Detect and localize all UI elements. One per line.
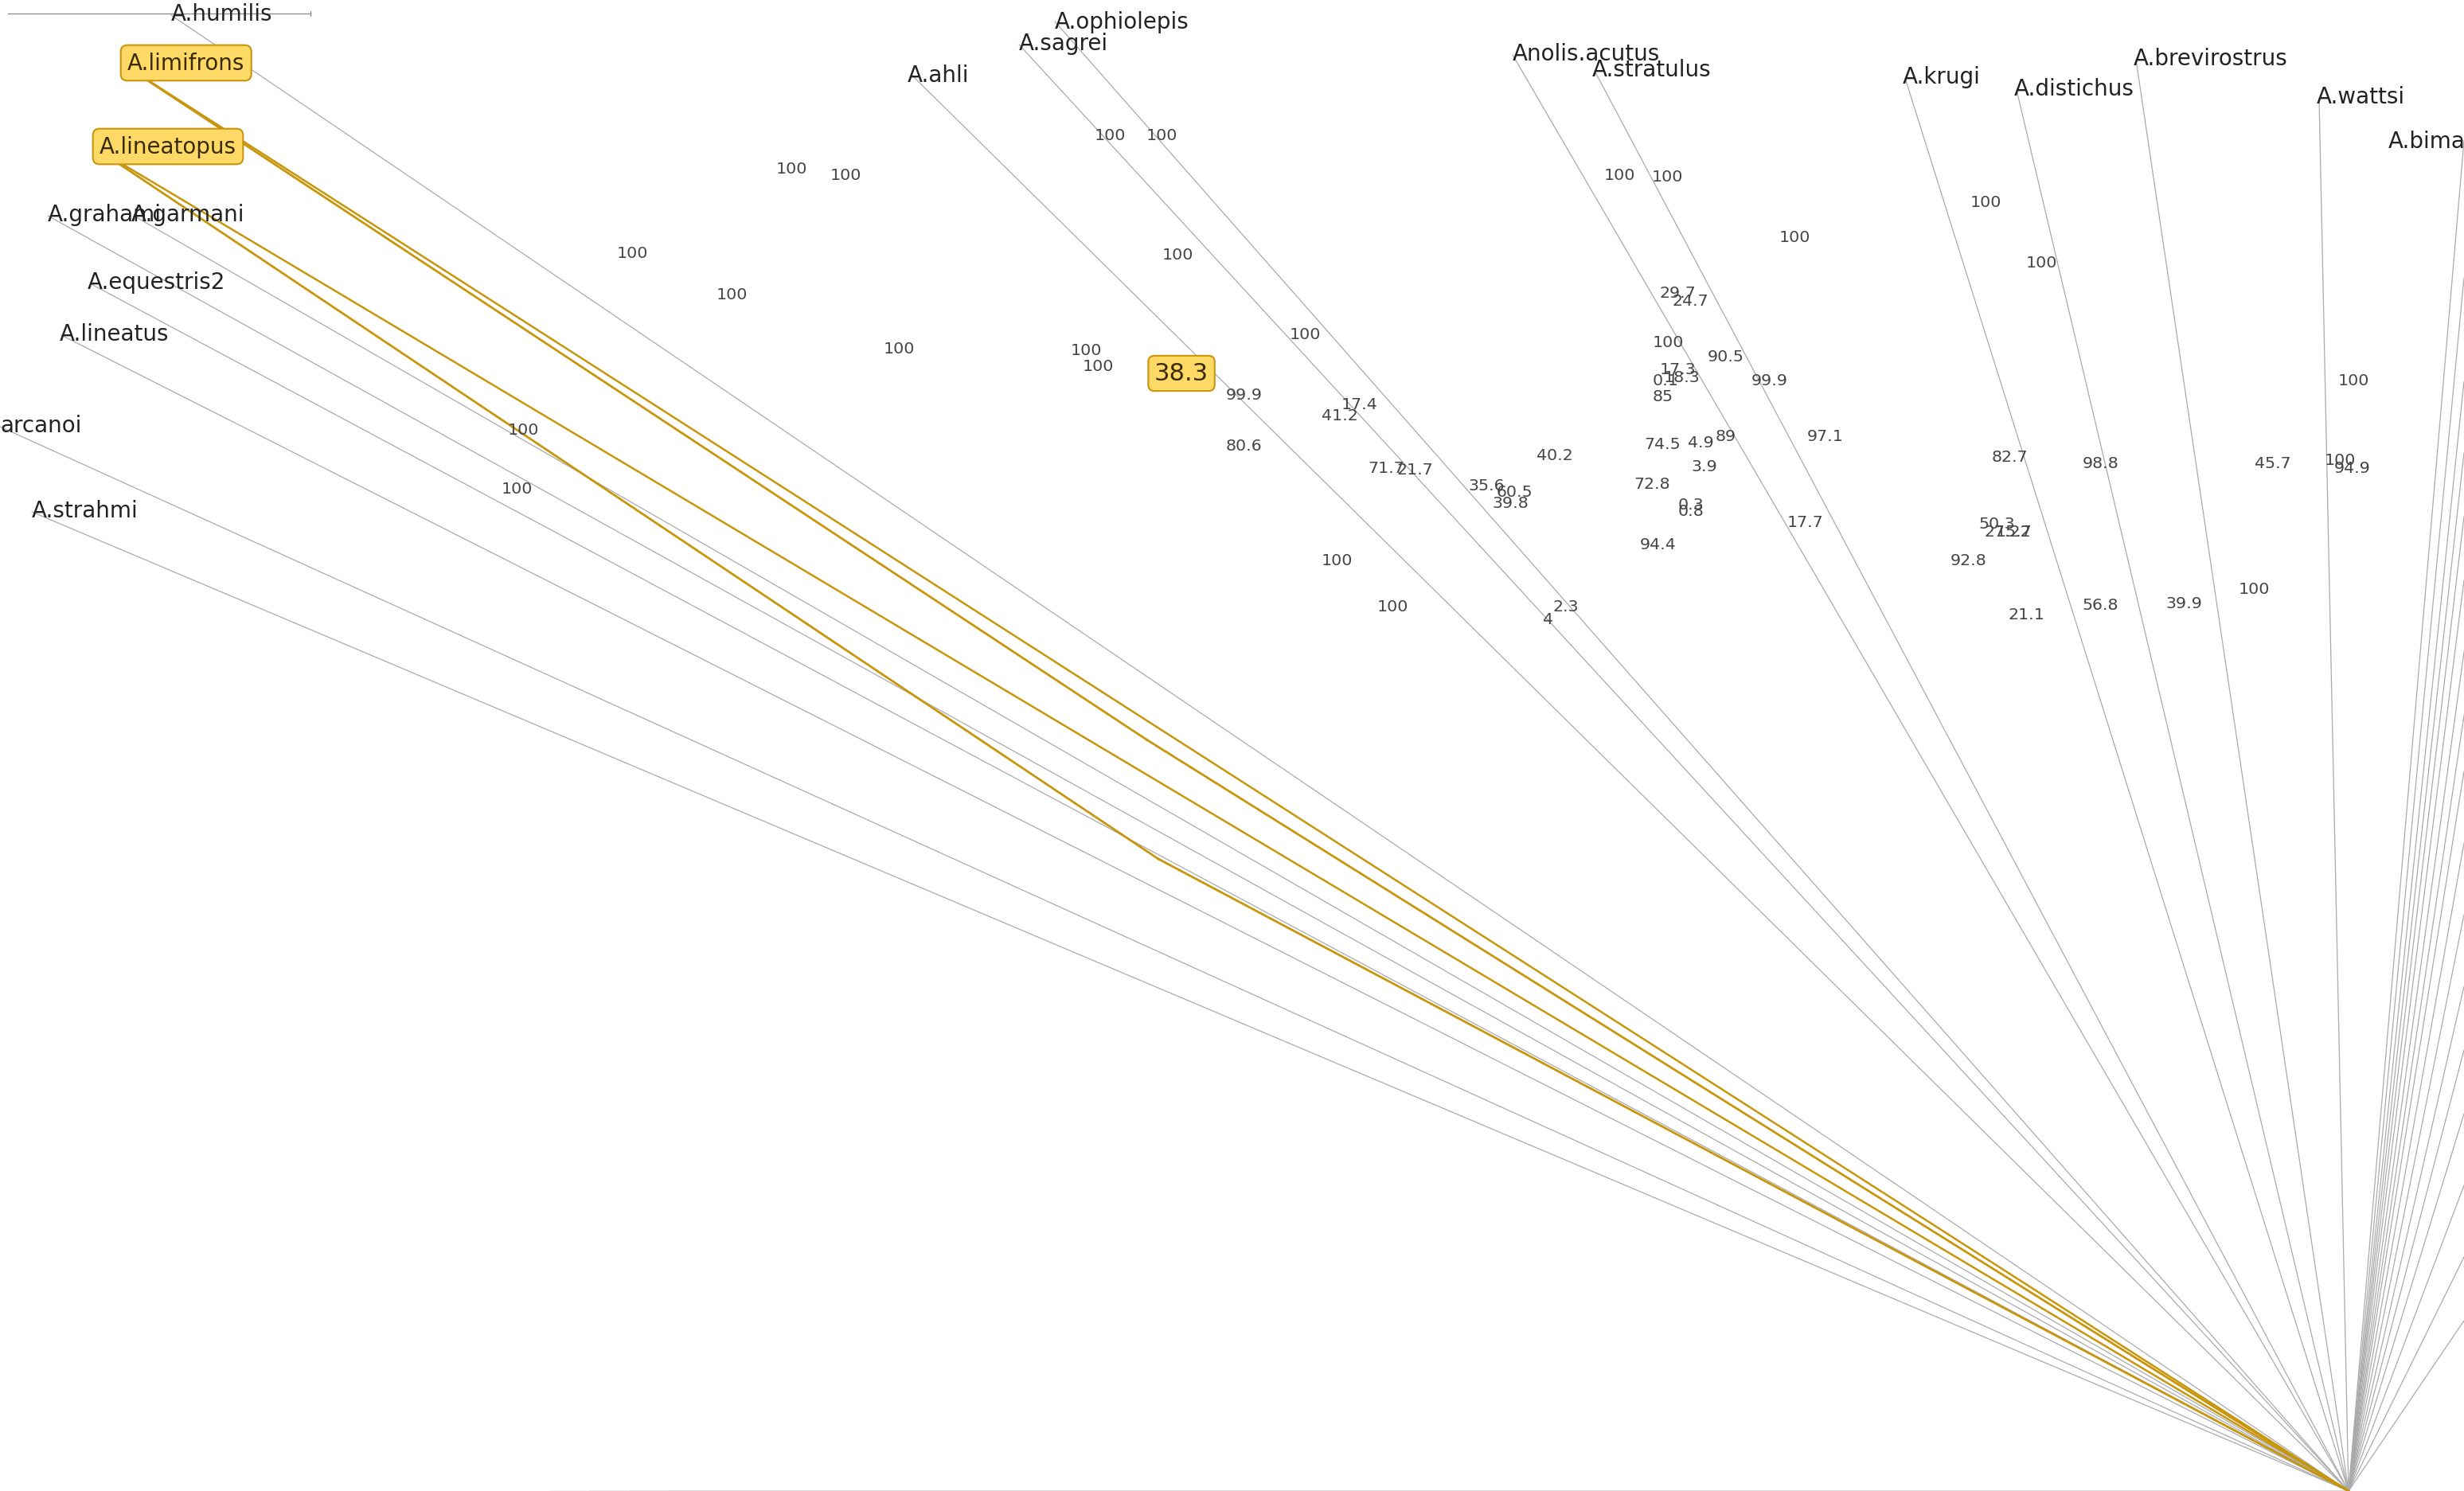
Text: 41.2: 41.2 [1321,409,1358,423]
Text: 56.8: 56.8 [2082,596,2119,613]
Text: 100: 100 [1163,248,1193,262]
Text: 18.3: 18.3 [1663,370,1700,386]
Text: 89: 89 [1715,428,1737,443]
Text: 4: 4 [1542,611,1552,626]
Text: 98.8: 98.8 [2082,456,2119,471]
Text: 100: 100 [776,163,808,177]
Text: 21.7: 21.7 [1397,462,1434,477]
Text: 94.9: 94.9 [2333,461,2370,476]
Text: 80.6: 80.6 [1227,438,1262,453]
Text: 100: 100 [1289,327,1321,341]
Text: 100: 100 [1094,128,1126,143]
Text: A.krugi: A.krugi [1902,66,1981,88]
Text: A.limifrons: A.limifrons [128,52,244,75]
Text: 100: 100 [2338,373,2370,388]
Text: 82.7: 82.7 [1991,450,2028,465]
Text: 45.7: 45.7 [2255,456,2292,471]
Text: 100: 100 [2240,581,2269,596]
Text: 94.4: 94.4 [1641,537,1676,553]
Text: 3.9: 3.9 [1693,459,1717,474]
Text: A.equestris2: A.equestris2 [89,271,227,294]
Text: 17.7: 17.7 [1786,514,1823,529]
Text: 100: 100 [1321,553,1353,568]
Text: 100: 100 [2025,255,2057,270]
Text: 39.9: 39.9 [2166,595,2203,611]
Text: A.wattsi: A.wattsi [2316,86,2405,109]
Text: 100: 100 [1971,195,2001,210]
Text: A.humilis: A.humilis [170,3,274,25]
Text: 27.22: 27.22 [1984,523,2030,540]
Text: 100: 100 [1653,334,1683,350]
Text: 100: 100 [1604,167,1636,182]
Text: 29.7: 29.7 [1661,285,1695,300]
Text: 40.2: 40.2 [1538,449,1572,464]
Text: 24.7: 24.7 [1673,294,1708,309]
Text: 99.9: 99.9 [1752,373,1789,388]
Text: 4.9: 4.9 [1688,435,1715,450]
Text: 90.5: 90.5 [1708,349,1745,364]
Text: 100: 100 [1377,599,1409,614]
Text: 21.1: 21.1 [2008,607,2045,623]
Text: A.stratulus: A.stratulus [1592,58,1712,81]
Text: 100: 100 [503,482,532,497]
Text: A.distichus: A.distichus [2013,78,2134,100]
Text: 74.5: 74.5 [1643,437,1680,452]
Text: 100: 100 [1146,128,1178,143]
Text: 100: 100 [2324,452,2356,468]
Text: 100: 100 [1082,358,1114,374]
Text: 100: 100 [830,167,862,182]
Text: A.grahami: A.grahami [47,204,163,227]
Text: 0.3: 0.3 [1678,497,1705,511]
Text: 15.7: 15.7 [1996,523,2033,540]
Text: 17.4: 17.4 [1340,397,1377,412]
Text: 60.5: 60.5 [1496,485,1533,499]
Text: 38.3: 38.3 [1153,362,1210,386]
Text: 100: 100 [885,341,914,356]
Text: A.ahli: A.ahli [907,64,968,86]
Text: A.lineatopus: A.lineatopus [99,136,237,158]
Text: A.brevirostrus: A.brevirostrus [2134,48,2289,70]
Text: 100: 100 [616,246,648,261]
Text: 39.8: 39.8 [1493,497,1530,511]
Text: 0.1: 0.1 [1653,373,1678,388]
Text: 35.6: 35.6 [1469,479,1506,494]
Text: 50.3: 50.3 [1979,516,2016,531]
Text: A.sagrei: A.sagrei [1020,33,1109,55]
Text: 72.8: 72.8 [1634,476,1671,492]
Text: A.garmani: A.garmani [131,204,244,227]
Text: Anolis.acutus: Anolis.acutus [1513,43,1661,66]
Text: arcanoi: arcanoi [0,414,81,437]
Text: 100: 100 [1779,230,1811,245]
Text: 71.7: 71.7 [1368,461,1404,476]
Text: 99.9: 99.9 [1227,388,1262,403]
Text: 100: 100 [1072,343,1101,358]
Text: 2.3: 2.3 [1552,599,1579,614]
Text: 0.8: 0.8 [1678,504,1705,519]
Text: 17.3: 17.3 [1661,362,1695,377]
Text: A.ophiolepis: A.ophiolepis [1055,10,1190,33]
Text: A.strahmi: A.strahmi [32,499,138,522]
Text: 100: 100 [1651,168,1683,185]
Text: A.lineatus: A.lineatus [59,324,170,346]
Text: 100: 100 [508,422,540,437]
Text: 85: 85 [1653,389,1673,404]
Text: 97.1: 97.1 [1806,428,1843,443]
Text: 100: 100 [717,286,749,303]
Text: A.bimaculatus: A.bimaculatus [2388,131,2464,152]
Text: 92.8: 92.8 [1951,553,1986,568]
